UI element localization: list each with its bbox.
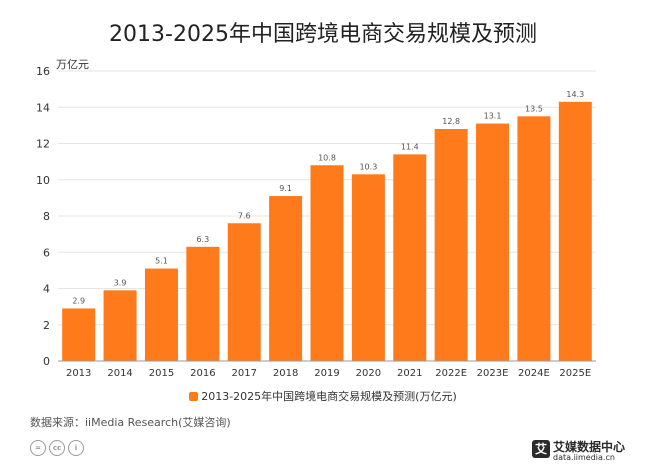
chart-title: 2013-2025年中国跨境电商交易规模及预测 [109,22,537,47]
bar [227,223,261,361]
bar [144,268,178,361]
bar [103,290,137,361]
data-label: 10.3 [359,162,377,171]
brand-mark-icon: 艾 [532,440,550,458]
legend-swatch [189,392,199,401]
brand-url: data.iimedia.cn [553,453,615,462]
y-tick-label: 4 [43,283,50,296]
brand-logo: 艾 艾媒数据中心 data.iimedia.cn [532,437,632,467]
x-axis-ticks: 2013 2014 2015 2016 2017 2018 2019 2020 2021 2022… [66,368,591,379]
data-label: 5.1 [155,257,168,266]
y-tick-label: 12 [36,138,50,151]
x-tick-label: 2025E [559,368,591,379]
y-tick-label: 0 [43,355,50,368]
data-label: 13.5 [525,104,543,113]
data-label: 13.1 [484,112,502,121]
bar [62,308,96,361]
bar [269,196,303,361]
cc-nd-icon: = [30,440,46,456]
x-tick-label: 2015 [149,368,174,379]
x-tick-label: 2019 [314,368,339,379]
data-label: 9.1 [279,184,292,193]
data-label: 2.9 [72,296,85,305]
data-label: 6.3 [196,235,209,244]
data-label: 10.8 [318,153,336,162]
bar [310,165,344,361]
bar [393,154,427,361]
bar [517,116,551,361]
x-tick-label: 2013 [66,368,91,379]
bar [558,101,592,361]
y-tick-label: 6 [43,246,50,259]
y-tick-label: 2 [43,319,50,332]
bar [351,174,385,361]
y-tick-label: 10 [36,174,50,187]
bars [62,101,592,361]
data-label: 3.9 [114,278,127,287]
data-labels: 2.9 3.9 5.1 6.3 7.6 9.1 10.8 10.3 11.4 12.8 13.1 13… [72,90,584,306]
x-tick-label: 2014 [107,368,132,379]
x-tick-label: 2022E [435,368,467,379]
license-icons: = cc i [30,440,84,456]
data-label: 14.3 [566,90,584,99]
x-tick-label: 2020 [356,368,381,379]
data-label: 11.4 [401,142,419,151]
cc-by-icon: i [68,440,84,456]
x-tick-label: 2024E [518,368,550,379]
x-tick-label: 2016 [190,368,215,379]
y-unit-label: 万亿元 [56,58,89,71]
x-tick-label: 2018 [273,368,298,379]
y-tick-label: 14 [36,101,50,114]
source-note: 数据来源：iiMedia Research(艾媒咨询) [30,416,231,429]
brand-name: 艾媒数据中心 [553,440,626,454]
bar [186,246,220,361]
y-tick-label: 16 [36,65,50,78]
legend: 2013-2025年中国跨境电商交易规模及预测(万亿元) [0,388,646,404]
data-label: 12.8 [442,117,460,126]
y-tick-label: 8 [43,210,50,223]
bar [476,123,510,361]
cc-icon: cc [49,440,65,456]
bar [434,129,468,361]
legend-label: 2013-2025年中国跨境电商交易规模及预测(万亿元) [201,390,457,403]
x-tick-label: 2017 [232,368,257,379]
x-tick-label: 2021 [397,368,422,379]
data-label: 7.6 [238,211,251,220]
y-axis-ticks: 0 2 4 6 8 10 12 14 16 [36,65,50,368]
x-tick-label: 2023E [477,368,509,379]
